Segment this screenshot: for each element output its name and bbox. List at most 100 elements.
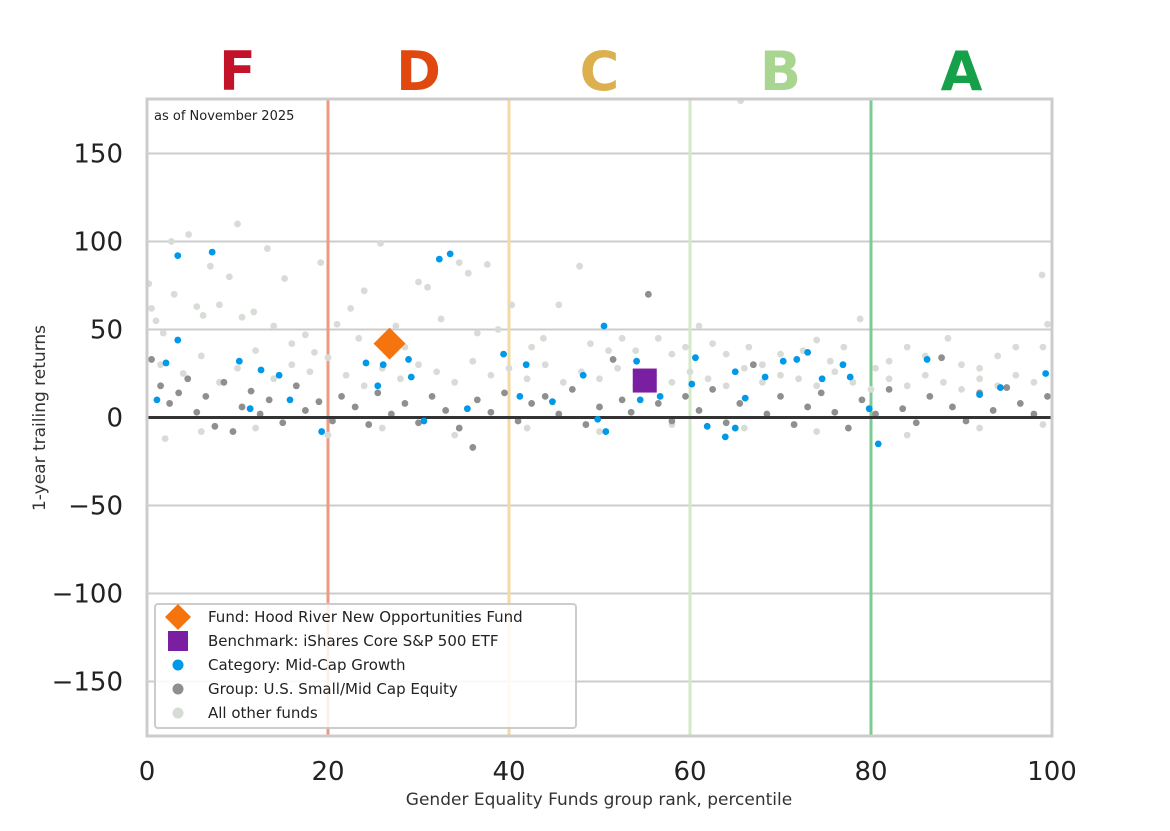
all-other-funds-point	[281, 275, 288, 282]
group-point	[455, 424, 463, 432]
all-other-funds-point	[1039, 421, 1047, 428]
all-other-funds-point	[451, 431, 459, 439]
legend-box	[154, 603, 577, 729]
category-point	[865, 405, 873, 413]
all-other-funds-point	[596, 375, 603, 383]
group-point	[365, 421, 373, 428]
all-other-funds-point	[840, 343, 848, 351]
group-point	[351, 403, 359, 411]
group-point	[817, 389, 825, 397]
y-tick-label: −100	[52, 579, 123, 609]
all-other-funds-point	[740, 424, 748, 432]
all-other-funds-point	[234, 220, 241, 228]
legend-marker	[172, 683, 184, 695]
all-other-funds-point	[682, 343, 689, 351]
group-point	[148, 356, 155, 363]
group-point	[682, 392, 689, 400]
all-other-funds-point	[437, 315, 445, 323]
all-other-funds-point	[605, 347, 612, 355]
group-point	[858, 396, 866, 404]
category-point	[976, 391, 983, 399]
group-point	[338, 392, 345, 400]
benchmark-point	[632, 368, 657, 393]
all-other-funds-point	[654, 334, 662, 342]
category-point	[1042, 370, 1050, 377]
group-point	[912, 419, 920, 427]
group-point	[804, 403, 812, 411]
all-other-funds-point	[152, 317, 160, 325]
category-point	[633, 357, 641, 365]
group-point	[329, 417, 336, 425]
group-point	[1044, 392, 1051, 400]
all-other-funds-point	[944, 334, 952, 342]
category-point	[435, 255, 443, 263]
category-point	[741, 394, 749, 402]
group-point	[238, 403, 246, 411]
group-point	[514, 417, 522, 425]
category-point	[407, 373, 415, 381]
y-tick-label: 50	[90, 316, 123, 346]
all-other-funds-point	[433, 368, 440, 376]
all-other-funds-point	[288, 340, 296, 347]
all-other-funds-point	[826, 357, 834, 365]
all-other-funds-point	[795, 375, 802, 383]
grade-label-d: D	[396, 40, 441, 103]
all-other-funds-point	[940, 378, 947, 386]
category-point	[522, 361, 530, 369]
x-tick-label: 20	[311, 757, 344, 787]
group-point	[709, 385, 717, 393]
all-other-funds-point	[1012, 371, 1020, 379]
group-point	[374, 389, 382, 397]
all-other-funds-point	[976, 424, 983, 432]
all-other-funds-point	[1044, 320, 1051, 328]
category-point	[874, 440, 882, 448]
all-other-funds-point	[632, 347, 640, 355]
all-other-funds-point	[324, 431, 332, 439]
category-point	[549, 398, 556, 406]
group-point	[528, 400, 536, 407]
y-axis-label: 1-year trailing returns	[30, 325, 50, 511]
all-other-funds-point	[342, 371, 350, 379]
group-point	[301, 407, 309, 414]
all-other-funds-point	[704, 375, 712, 383]
group-point	[627, 408, 635, 416]
all-other-funds-point	[252, 347, 259, 355]
all-other-funds-point	[324, 354, 332, 362]
all-other-funds-point	[813, 428, 821, 435]
category-point	[636, 396, 644, 404]
group-point	[844, 424, 852, 432]
group-point	[582, 421, 590, 428]
all-other-funds-point	[238, 313, 246, 321]
category-point	[174, 252, 182, 260]
category-point	[721, 433, 729, 441]
group-point	[428, 392, 436, 400]
y-tick-label: 100	[73, 228, 123, 258]
category-point	[731, 424, 739, 432]
all-other-funds-point	[355, 334, 363, 342]
all-other-funds-point	[377, 239, 384, 247]
group-point	[668, 417, 676, 425]
legend-label: Fund: Hood River New Opportunities Fund	[208, 608, 523, 626]
all-other-funds-point	[903, 431, 911, 439]
category-point	[602, 428, 610, 435]
all-other-funds-point	[333, 320, 341, 328]
group-point	[1016, 400, 1024, 407]
x-tick-label: 100	[1027, 757, 1077, 787]
all-other-funds-point	[885, 357, 893, 365]
all-other-funds-point	[306, 368, 314, 376]
all-other-funds-point	[745, 343, 753, 351]
category-point	[818, 375, 826, 383]
x-tick-label: 0	[139, 757, 156, 787]
legend-label: All other funds	[208, 704, 318, 722]
all-other-funds-point	[921, 371, 929, 379]
legend-label: Group: U.S. Small/Mid Cap Equity	[208, 680, 458, 698]
all-other-funds-point	[216, 301, 223, 309]
all-other-funds-point	[813, 336, 821, 344]
all-other-funds-point	[392, 322, 400, 330]
all-other-funds-point	[709, 340, 717, 347]
all-other-funds-point	[523, 375, 531, 383]
all-other-funds-point	[1012, 343, 1020, 351]
all-other-funds-point	[976, 364, 983, 372]
group-point	[265, 396, 273, 404]
category-point	[446, 250, 454, 258]
